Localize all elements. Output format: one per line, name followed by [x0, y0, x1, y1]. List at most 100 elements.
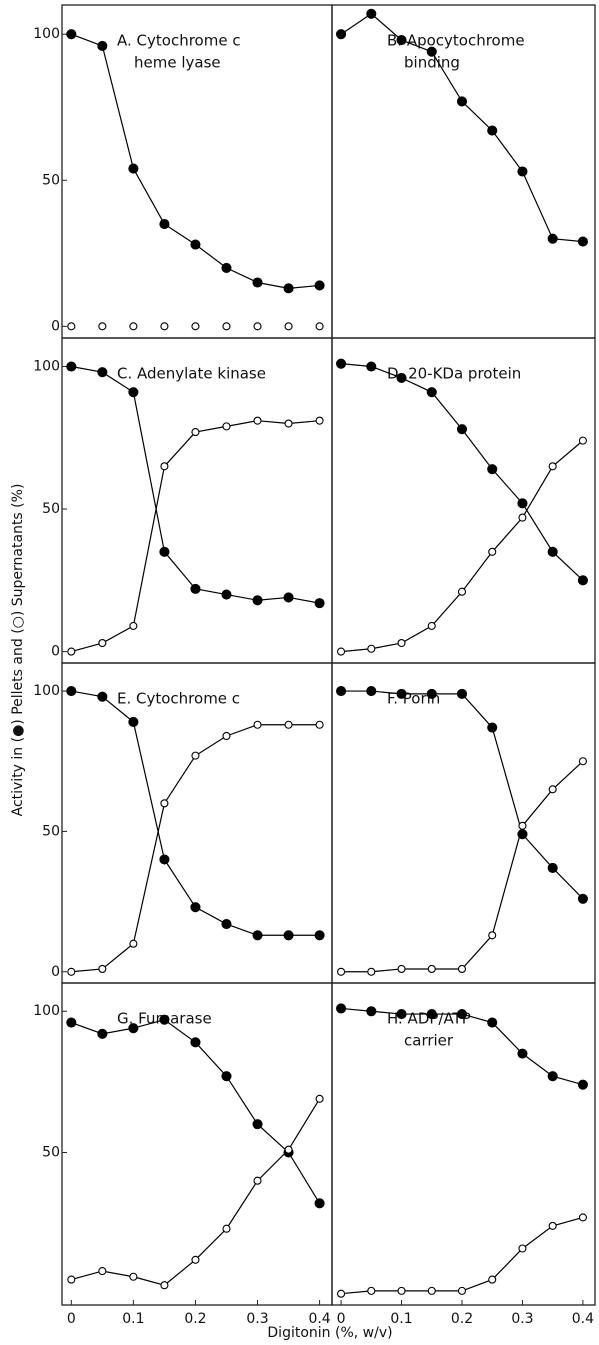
supernatant-point	[518, 1244, 527, 1253]
supernatant-point	[222, 1224, 231, 1233]
panel-frame	[331, 4, 596, 339]
pellet-point	[456, 424, 468, 435]
pellet-point	[252, 595, 263, 606]
supernatant-point	[253, 416, 262, 425]
supernatant-point	[222, 731, 231, 741]
panel-title: A. Cytochrome c	[117, 32, 241, 50]
pellet-point	[128, 163, 139, 174]
supernatant-point	[427, 621, 436, 630]
supernatant-point	[191, 428, 200, 437]
pellet-point	[456, 1009, 468, 1020]
pellet-point	[456, 96, 468, 107]
y-tick-label: 50	[42, 172, 60, 188]
panel-frame	[331, 337, 596, 664]
series-line	[71, 365, 320, 604]
supernatant-point	[129, 322, 138, 331]
pellet-point	[487, 1017, 498, 1028]
supernatant-point	[518, 821, 527, 830]
panel-title: carrier	[404, 1032, 454, 1050]
pellet-point	[66, 29, 77, 40]
x-tick-label: 0.2	[451, 1311, 473, 1327]
pellet-point	[517, 1048, 528, 1059]
pellet-point	[221, 262, 232, 273]
y-tick-label: 100	[33, 1003, 60, 1019]
supernatant-point	[191, 751, 200, 760]
supernatant-point	[315, 1094, 324, 1103]
panel-title: B. Apocytochrome	[387, 32, 525, 50]
pellet-point	[456, 688, 468, 699]
pellet-point	[252, 930, 263, 941]
pellet-point	[190, 1037, 201, 1048]
supernatant-point	[284, 720, 293, 729]
supernatant-point	[160, 799, 169, 808]
pellet-point	[426, 387, 437, 398]
supernatant-point	[457, 964, 467, 974]
x-tick-label: 0.4	[308, 1311, 330, 1327]
x-tick-label: 0.2	[184, 1311, 206, 1327]
pellet-point	[547, 546, 558, 557]
panel-title: E. Cytochrome c	[117, 690, 240, 708]
pellet-point	[366, 1006, 377, 1017]
pellet-point	[517, 166, 528, 177]
pellet-point	[66, 1017, 77, 1028]
supernatant-point	[284, 419, 293, 428]
panel-frame	[331, 982, 596, 1306]
supernatant-point	[253, 322, 262, 331]
x-tick-label: 0.4	[572, 1311, 594, 1327]
x-tick-label: 0.1	[390, 1311, 412, 1327]
panel-title: C. Adenylate kinase	[117, 365, 266, 383]
supernatant-point	[488, 1275, 497, 1284]
pellet-point	[314, 1198, 325, 1209]
supernatant-point	[548, 462, 557, 471]
supernatant-point	[578, 1213, 587, 1222]
x-tick-label: 0.3	[511, 1311, 533, 1327]
supernatant-point	[67, 322, 76, 331]
panel-title: D. 20-KDa protein	[387, 365, 521, 383]
pellet-point	[487, 722, 498, 733]
pellet-point	[314, 930, 325, 941]
pellet-point	[577, 575, 588, 586]
supernatant-point	[67, 1275, 76, 1284]
supernatant-point	[397, 964, 406, 974]
supernatant-point	[191, 1255, 200, 1264]
y-axis-label: Activity in (●) Pellets and (○) Supernat…	[10, 484, 26, 817]
y-tick-label: 100	[33, 26, 60, 42]
pellet-point	[221, 1071, 232, 1082]
supernatant-point	[315, 322, 324, 331]
supernatant-point	[578, 436, 587, 445]
pellet-point	[128, 387, 139, 398]
y-tick-label: 0	[51, 964, 60, 980]
y-tick-label: 50	[42, 1144, 60, 1160]
supernatant-point	[284, 1145, 293, 1154]
pellet-point	[577, 893, 588, 904]
pellet-point	[517, 498, 528, 509]
supernatant-point	[222, 422, 231, 431]
y-tick-label: 100	[33, 683, 60, 699]
supernatant-point	[427, 964, 436, 974]
supernatant-point	[67, 967, 76, 976]
supernatant-point	[518, 513, 527, 522]
pellet-point	[547, 862, 558, 873]
x-tick-label: 0.1	[122, 1311, 144, 1327]
supernatant-point	[457, 587, 467, 596]
panel-title: binding	[404, 54, 460, 72]
x-tick-label: 0.3	[246, 1311, 268, 1327]
pellet-point	[396, 688, 407, 699]
pellet-point	[97, 40, 108, 51]
pellet-point	[252, 277, 263, 288]
pellet-point	[66, 361, 77, 372]
supernatant-point	[367, 1286, 376, 1295]
supernatant-point	[488, 931, 497, 940]
pellet-point	[128, 1023, 139, 1034]
supernatant-point	[160, 1281, 169, 1290]
supernatant-point	[222, 322, 231, 331]
pellet-point	[547, 1071, 558, 1082]
supernatant-point	[397, 1286, 406, 1295]
pellet-point	[487, 125, 498, 136]
y-tick-label: 100	[33, 359, 60, 375]
pellet-point	[221, 919, 232, 930]
supernatant-point	[578, 757, 587, 766]
series-line	[341, 1216, 584, 1295]
pellet-point	[366, 8, 377, 19]
supernatant-point	[98, 322, 107, 331]
